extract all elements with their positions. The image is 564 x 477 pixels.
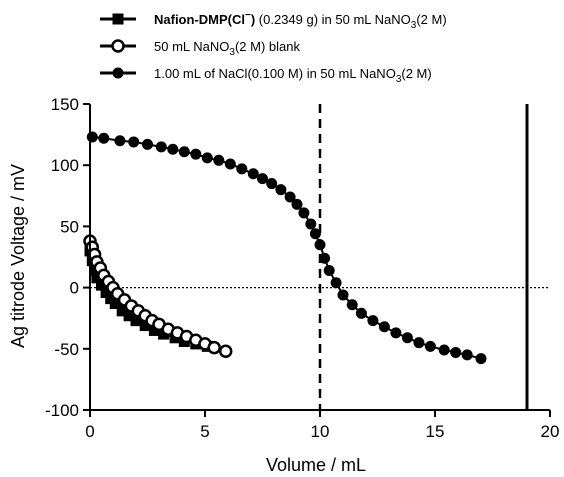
legend-label: 50 mL NaNO3(2 M) blank [154, 39, 300, 58]
legend-label: 1.00 mL of NaCl(0.100 M) in 50 mL NaNO3(… [154, 66, 432, 85]
data-point [98, 132, 110, 144]
data-point [291, 198, 303, 210]
y-tick-label: -100 [45, 401, 79, 420]
data-point [257, 173, 268, 185]
legend-label-part: ) [251, 12, 255, 27]
data-point [236, 163, 248, 175]
legend: Nafion-DMP(Cl−) (0.2349 g) in 50 mL NaNO… [100, 10, 447, 85]
data-point [346, 299, 358, 311]
data-point [213, 154, 225, 166]
legend-label-part: 1.00 mL of NaCl(0.100 M) in 50 mL NaNO [154, 66, 396, 81]
data-point [178, 146, 190, 158]
data-point [266, 178, 278, 190]
x-tick-label: 0 [85, 422, 94, 441]
legend-label-part: 3 [411, 20, 417, 31]
y-tick-label: 50 [60, 217, 79, 236]
data-point [337, 289, 349, 301]
data-point [142, 138, 153, 150]
data-point [91, 272, 103, 284]
legend-label-part: − [245, 10, 251, 21]
legend-label-part: 3 [396, 74, 402, 85]
data-point [167, 143, 179, 155]
data-point [413, 337, 425, 349]
legend-label-part: (0.2349 g) in 50 mL NaNO [255, 12, 411, 27]
data-point [100, 286, 112, 298]
data-point [309, 228, 321, 240]
data-point [201, 152, 213, 164]
legend-marker [112, 13, 124, 25]
data-point [218, 344, 233, 358]
data-point [323, 264, 335, 276]
data-point [298, 207, 310, 219]
data-point [438, 344, 450, 356]
legend-label-part: 50 mL NaNO [154, 39, 229, 54]
data-point [401, 332, 413, 344]
y-tick-label: -50 [54, 340, 79, 359]
data-point [130, 315, 142, 327]
data-point [247, 168, 259, 180]
data-point [207, 340, 221, 355]
y-tick-label: 150 [51, 95, 79, 114]
data-point [305, 218, 317, 230]
x-tick-label: 20 [541, 422, 560, 441]
data-point [139, 320, 151, 332]
legend-label-part: Nafion-DMP(Cl [154, 12, 245, 27]
data-point [461, 349, 473, 361]
data-point [390, 327, 402, 339]
data-point [109, 298, 121, 310]
legend-item-2: 50 mL NaNO3(2 M) blank [100, 39, 300, 58]
data-point [424, 340, 436, 352]
data-point [190, 148, 202, 160]
data-point [314, 239, 326, 251]
x-axis-title: Volume / mL [266, 455, 366, 475]
legend-label-part: (2 M) blank [235, 39, 301, 54]
data-point [114, 135, 126, 147]
data-point [116, 305, 128, 317]
y-tick-label: 100 [51, 156, 79, 175]
legend-item-1: Nafion-DMP(Cl−) (0.2349 g) in 50 mL NaNO… [100, 10, 447, 31]
x-tick-label: 10 [311, 422, 330, 441]
x-tick-label: 15 [426, 422, 445, 441]
legend-marker [112, 67, 124, 79]
data-point [319, 252, 331, 264]
legend-marker [111, 39, 125, 53]
data-point [128, 136, 140, 148]
x-tick-label: 5 [200, 422, 209, 441]
data-point [155, 141, 167, 153]
legend-label-part: (2 M) [416, 12, 446, 27]
data-point [224, 158, 236, 170]
data-point [475, 353, 487, 365]
data-point [284, 191, 296, 203]
legend-label: Nafion-DMP(Cl−) (0.2349 g) in 50 mL NaNO… [154, 10, 447, 31]
legend-label-part: 3 [229, 47, 235, 58]
data-point [123, 310, 135, 322]
series-layer [83, 131, 487, 365]
data-point [367, 315, 379, 327]
data-point [450, 346, 462, 358]
y-axis-title: Ag titrode Voltage / mV [8, 164, 28, 348]
y-tick-label: 0 [70, 279, 79, 298]
legend-item-3: 1.00 mL of NaCl(0.100 M) in 50 mL NaNO3(… [100, 66, 432, 85]
legend-label-part: (2 M) [401, 66, 431, 81]
axes: 0 5 10 15 20 -100 -50 0 50 100 150 [45, 95, 559, 441]
data-point [96, 279, 107, 291]
data-point [148, 324, 160, 336]
data-point [86, 131, 98, 143]
series-2 [83, 234, 233, 358]
data-point [330, 277, 342, 289]
data-point [275, 184, 287, 196]
data-point [378, 321, 390, 333]
data-point [355, 307, 367, 319]
